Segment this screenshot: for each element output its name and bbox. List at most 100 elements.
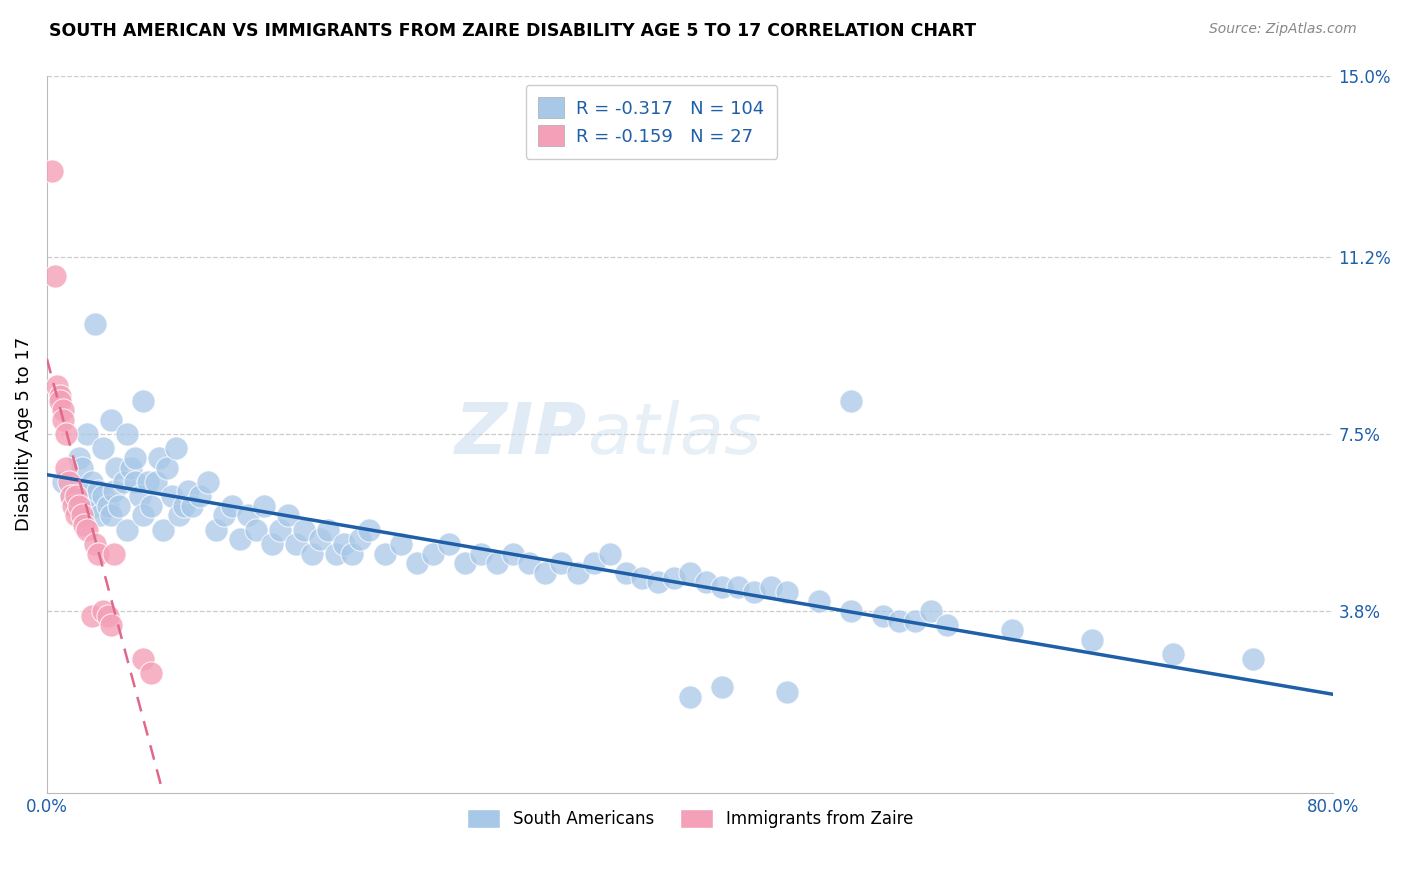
- Point: [136, 475, 159, 489]
- Point: [52, 413, 75, 427]
- Text: Source: ZipAtlas.com: Source: ZipAtlas.com: [1209, 22, 1357, 37]
- Point: [105, 460, 128, 475]
- Point: [614, 566, 637, 580]
- Point: [65, 489, 87, 503]
- Point: [204, 523, 226, 537]
- Point: [318, 523, 340, 537]
- Point: [173, 499, 195, 513]
- Point: [301, 547, 323, 561]
- Point: [80, 475, 103, 489]
- Point: [1241, 652, 1264, 666]
- Point: [108, 499, 131, 513]
- Point: [807, 594, 830, 608]
- Point: [103, 547, 125, 561]
- Point: [599, 547, 621, 561]
- Point: [502, 547, 524, 561]
- Point: [260, 537, 283, 551]
- Point: [920, 604, 942, 618]
- Point: [775, 585, 797, 599]
- Point: [180, 499, 202, 513]
- Point: [60, 489, 83, 503]
- Point: [1161, 647, 1184, 661]
- Point: [52, 475, 75, 489]
- Point: [156, 460, 179, 475]
- Point: [165, 442, 187, 456]
- Point: [124, 450, 146, 465]
- Point: [67, 450, 90, 465]
- Point: [647, 575, 669, 590]
- Point: [357, 523, 380, 537]
- Point: [87, 484, 110, 499]
- Point: [517, 556, 540, 570]
- Point: [87, 547, 110, 561]
- Point: [145, 475, 167, 489]
- Point: [292, 523, 315, 537]
- Point: [65, 499, 87, 513]
- Point: [52, 403, 75, 417]
- Text: atlas: atlas: [588, 400, 762, 468]
- Point: [221, 499, 243, 513]
- Point: [679, 566, 702, 580]
- Point: [744, 585, 766, 599]
- Point: [65, 508, 87, 523]
- Point: [269, 523, 291, 537]
- Point: [72, 460, 94, 475]
- Point: [662, 570, 685, 584]
- Point: [129, 489, 152, 503]
- Point: [84, 499, 107, 513]
- Point: [132, 652, 155, 666]
- Point: [148, 450, 170, 465]
- Point: [62, 499, 84, 513]
- Point: [76, 523, 98, 537]
- Point: [120, 460, 142, 475]
- Point: [197, 475, 219, 489]
- Point: [91, 489, 114, 503]
- Point: [1001, 623, 1024, 637]
- Point: [97, 499, 120, 513]
- Point: [72, 508, 94, 523]
- Point: [422, 547, 444, 561]
- Point: [188, 489, 211, 503]
- Point: [132, 508, 155, 523]
- Point: [333, 537, 356, 551]
- Text: ZIP: ZIP: [456, 400, 588, 468]
- Point: [405, 556, 427, 570]
- Point: [44, 269, 66, 284]
- Point: [162, 489, 184, 503]
- Point: [1081, 632, 1104, 647]
- Point: [55, 427, 77, 442]
- Y-axis label: Disability Age 5 to 17: Disability Age 5 to 17: [15, 337, 32, 532]
- Point: [152, 523, 174, 537]
- Point: [550, 556, 572, 570]
- Point: [711, 681, 734, 695]
- Point: [839, 393, 862, 408]
- Point: [60, 489, 83, 503]
- Point: [117, 523, 139, 537]
- Point: [454, 556, 477, 570]
- Point: [374, 547, 396, 561]
- Point: [775, 685, 797, 699]
- Point: [91, 604, 114, 618]
- Point: [727, 580, 749, 594]
- Point: [245, 523, 267, 537]
- Point: [389, 537, 412, 551]
- Point: [112, 475, 135, 489]
- Point: [277, 508, 299, 523]
- Point: [711, 580, 734, 594]
- Point: [342, 547, 364, 561]
- Point: [679, 690, 702, 704]
- Point: [73, 517, 96, 532]
- Point: [76, 427, 98, 442]
- Point: [41, 164, 63, 178]
- Legend: South Americans, Immigrants from Zaire: South Americans, Immigrants from Zaire: [460, 802, 921, 835]
- Point: [253, 499, 276, 513]
- Point: [167, 508, 190, 523]
- Point: [177, 484, 200, 499]
- Point: [48, 389, 70, 403]
- Point: [631, 570, 654, 584]
- Point: [124, 475, 146, 489]
- Point: [534, 566, 557, 580]
- Point: [904, 614, 927, 628]
- Point: [141, 499, 163, 513]
- Point: [889, 614, 911, 628]
